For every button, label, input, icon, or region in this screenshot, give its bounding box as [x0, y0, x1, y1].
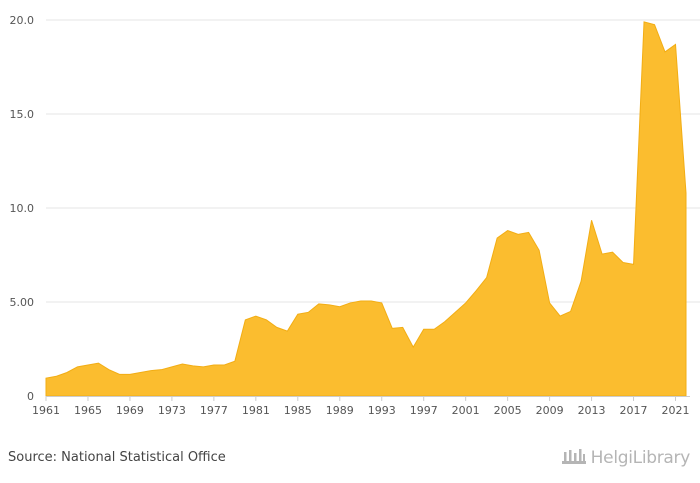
data-point [391, 327, 393, 329]
data-point [496, 237, 498, 239]
data-point [297, 313, 299, 315]
y-tick-label: 0 [27, 390, 34, 403]
data-point [475, 290, 477, 292]
area-fill [45, 21, 687, 397]
data-point [527, 231, 529, 233]
x-tick-label: 2009 [536, 404, 564, 417]
data-point [55, 375, 57, 377]
data-point [307, 311, 309, 313]
data-point [339, 306, 341, 308]
y-tick-label: 10.0 [10, 202, 35, 215]
data-point [150, 369, 152, 371]
data-point [412, 346, 414, 348]
data-point [202, 366, 204, 368]
data-point [548, 302, 550, 304]
data-point [108, 368, 110, 370]
y-axis-tick-labels: 0 5.00 10.0 15.0 20.0 [10, 14, 35, 403]
data-point [318, 303, 320, 305]
area-series [45, 21, 687, 397]
data-point [433, 328, 435, 330]
data-point [118, 373, 120, 375]
data-point [643, 21, 645, 23]
data-point [265, 319, 267, 321]
data-point [171, 366, 173, 368]
data-point [234, 360, 236, 362]
data-point [213, 364, 215, 366]
data-point [559, 315, 561, 317]
data-point [349, 302, 351, 304]
data-point [192, 365, 194, 367]
x-tick-label: 2005 [494, 404, 522, 417]
x-tick-label: 1973 [158, 404, 186, 417]
data-point [223, 364, 225, 366]
data-point [160, 368, 162, 370]
data-point [97, 362, 99, 364]
x-axis-tick-labels: 1961 1965 1969 1973 1977 1981 1985 1989 1993 1997… [32, 404, 690, 417]
logo-text: HelgiLibrary [590, 448, 691, 468]
y-tick-label: 20.0 [10, 14, 35, 27]
data-point [87, 364, 89, 366]
axes [45, 396, 690, 401]
data-point [601, 253, 603, 255]
data-point [381, 302, 383, 304]
helgi-library-logo[interactable]: HelgiLibrary [561, 447, 690, 469]
data-point [485, 276, 487, 278]
x-tick-label: 1965 [74, 404, 102, 417]
data-point [286, 330, 288, 332]
x-tick-label: 2013 [578, 404, 606, 417]
data-point [517, 233, 519, 235]
data-point [506, 229, 508, 231]
x-tick-label: 1961 [32, 404, 60, 417]
x-tick-label: 2001 [452, 404, 480, 417]
x-tick-label: 1981 [242, 404, 270, 417]
data-point [181, 363, 183, 365]
data-point [454, 311, 456, 313]
data-point [580, 280, 582, 282]
data-point [129, 373, 131, 375]
data-point [370, 300, 372, 302]
data-point [139, 371, 141, 373]
data-point [276, 326, 278, 328]
data-point [45, 377, 47, 379]
data-point [360, 300, 362, 302]
data-point [328, 304, 330, 306]
data-point [664, 51, 666, 53]
data-point [622, 261, 624, 263]
x-tick-label: 2021 [662, 404, 690, 417]
data-point [464, 302, 466, 304]
data-point [76, 366, 78, 368]
data-point [402, 326, 404, 328]
data-point [244, 319, 246, 321]
x-tick-label: 1993 [368, 404, 396, 417]
x-tick-label: 1985 [284, 404, 312, 417]
data-point [538, 249, 540, 251]
data-point [255, 315, 257, 317]
y-tick-label: 5.00 [10, 296, 35, 309]
data-point [590, 219, 592, 221]
data-point [611, 251, 613, 253]
data-point [685, 192, 687, 194]
data-point [66, 371, 68, 373]
y-tick-label: 15.0 [10, 108, 35, 121]
x-tick-label: 1997 [410, 404, 438, 417]
data-point [423, 328, 425, 330]
x-tick-label: 1989 [326, 404, 354, 417]
x-tick-label: 2017 [620, 404, 648, 417]
source-note: Source: National Statistical Office [8, 450, 226, 465]
x-tick-label: 1977 [200, 404, 228, 417]
data-point [632, 263, 634, 265]
data-point [569, 310, 571, 312]
data-point [653, 24, 655, 26]
data-point [674, 43, 676, 45]
data-point [443, 321, 445, 323]
library-columns-icon [561, 446, 587, 471]
x-tick-label: 1969 [116, 404, 144, 417]
